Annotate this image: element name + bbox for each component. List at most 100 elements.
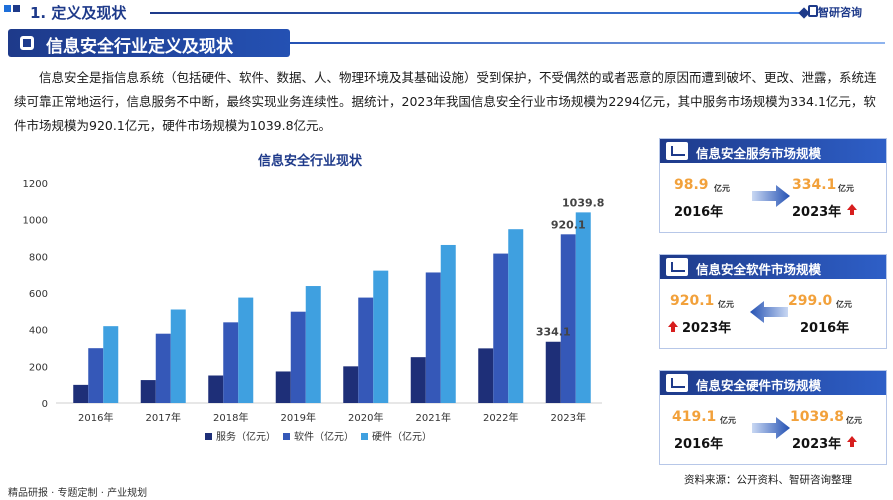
data-label: 1039.8: [562, 196, 604, 209]
title-banner: 信息安全行业定义及现状: [8, 29, 290, 57]
card-from-value: 98.9: [674, 177, 709, 193]
legend-swatch: [283, 433, 290, 440]
card-from-unit: 亿元: [720, 416, 736, 425]
bar: [373, 270, 389, 403]
banner-divider: [290, 42, 885, 44]
card-to-unit: 亿元: [836, 300, 852, 309]
card-to-value: 334.1: [792, 177, 837, 193]
card-from-value: 920.1: [670, 293, 715, 309]
bar: [425, 272, 441, 403]
legend-swatch: [361, 433, 368, 440]
bar: [238, 297, 254, 403]
card-to-unit: 亿元: [838, 184, 854, 193]
bar: [545, 341, 561, 403]
card-title: 信息安全软件市场规模: [696, 262, 822, 277]
chart-icon: [666, 258, 688, 276]
arrow-up-icon: [847, 204, 857, 215]
bar: [155, 333, 171, 403]
bar: [170, 309, 186, 403]
card-header: 信息安全软件市场规模: [660, 255, 886, 279]
y-tick-label: 400: [29, 326, 48, 337]
bar: [223, 322, 239, 403]
y-tick-label: 200: [29, 362, 48, 373]
legend-label: 服务（亿元）: [216, 430, 276, 443]
bar: [305, 286, 321, 403]
card-to-unit: 亿元: [846, 416, 862, 425]
section-title: 1. 定义及现状: [30, 4, 127, 22]
legend-label: 软件（亿元）: [294, 430, 354, 443]
x-tick-label: 2017年: [146, 411, 181, 424]
bar: [493, 253, 509, 403]
top-header: 1. 定义及现状 智研咨询: [0, 0, 893, 26]
bar: [560, 234, 576, 403]
bar-chart: 0 200 400 600 800 1000 1200 2016年 2017年 2018年 2019…: [23, 179, 605, 443]
bar: [88, 348, 104, 403]
data-label: 920.1: [551, 218, 586, 231]
card-to-value: 299.0: [788, 293, 833, 309]
header-square-icon: [13, 5, 20, 12]
x-tick-label: 2016年: [78, 411, 113, 424]
bar: [478, 348, 494, 403]
x-tick-label: 2019年: [281, 411, 316, 424]
card-from-year: 2016年: [674, 205, 724, 220]
page-title: 信息安全行业定义及现状: [46, 37, 233, 57]
x-tick-label: 2021年: [416, 411, 451, 424]
arrow-right-icon: [752, 185, 790, 207]
legend-swatch: [205, 433, 212, 440]
intro-paragraph: 信息安全是指信息系统（包括硬件、软件、数据、人、物理环境及其基础设施）受到保护，…: [14, 70, 877, 133]
header-square-icon: [4, 5, 11, 12]
bar: [440, 244, 456, 403]
card-header: 信息安全硬件市场规模: [660, 371, 886, 395]
card-to-year: 2023年: [792, 205, 842, 220]
card-hardware: 信息安全硬件市场规模 419.1 亿元 2016年 1039.8 亿元 2023…: [659, 370, 887, 465]
bar: [508, 229, 524, 403]
card-from-unit: 亿元: [718, 300, 734, 309]
card-title: 信息安全硬件市场规模: [696, 378, 822, 393]
bar: [208, 375, 224, 403]
bar: [343, 366, 359, 403]
x-tick-label: 2023年: [551, 411, 586, 424]
bar: [410, 357, 426, 403]
x-tick-label: 2018年: [213, 411, 248, 424]
bar: [275, 371, 291, 403]
bar: [73, 384, 89, 403]
brand-name: 智研咨询: [818, 6, 862, 19]
card-software: 信息安全软件市场规模 920.1 亿元 2023年 299.0 亿元 2016年: [659, 254, 887, 349]
card-title: 信息安全服务市场规模: [696, 146, 822, 161]
card-to-year: 2016年: [800, 321, 850, 336]
card-to-value: 1039.8: [790, 409, 845, 425]
legend-label: 硬件（亿元）: [372, 430, 432, 443]
card-from-year: 2023年: [682, 321, 732, 336]
card-from-unit: 亿元: [714, 184, 730, 193]
x-tick-label: 2020年: [348, 411, 383, 424]
arrow-up-icon: [847, 436, 857, 447]
card-to-year: 2023年: [792, 437, 842, 452]
bar: [290, 311, 306, 403]
arrow-left-icon: [750, 301, 788, 323]
bar: [140, 380, 156, 403]
brand-logo-icon: [808, 5, 818, 17]
arrow-up-icon: [668, 321, 678, 332]
x-tick-label: 2022年: [483, 411, 518, 424]
card-from-value: 419.1: [672, 409, 717, 425]
chart-icon: [666, 374, 688, 392]
bar: [103, 326, 119, 403]
bar: [358, 297, 374, 403]
card-from-year: 2016年: [674, 437, 724, 452]
footer-tagline: 精品研报 · 专题定制 · 产业规划: [8, 488, 148, 499]
y-tick-label: 0: [42, 399, 48, 410]
header-divider: [150, 12, 800, 14]
card-header: 信息安全服务市场规模: [660, 139, 886, 163]
chart-title: 信息安全行业现状: [257, 154, 362, 169]
y-tick-label: 800: [29, 252, 48, 263]
y-tick-label: 600: [29, 289, 48, 300]
data-label: 334.1: [536, 326, 571, 339]
data-source: 资料来源：公开资料、智研咨询整理: [684, 474, 852, 486]
chart-icon: [666, 142, 688, 160]
y-tick-label: 1000: [23, 216, 48, 227]
banner-logo-icon: [20, 36, 34, 50]
y-tick-label: 1200: [23, 179, 48, 190]
bar: [575, 212, 591, 403]
arrow-right-icon: [752, 417, 790, 439]
card-service: 信息安全服务市场规模 98.9 亿元 2016年 334.1 亿元 2023年: [659, 138, 887, 233]
